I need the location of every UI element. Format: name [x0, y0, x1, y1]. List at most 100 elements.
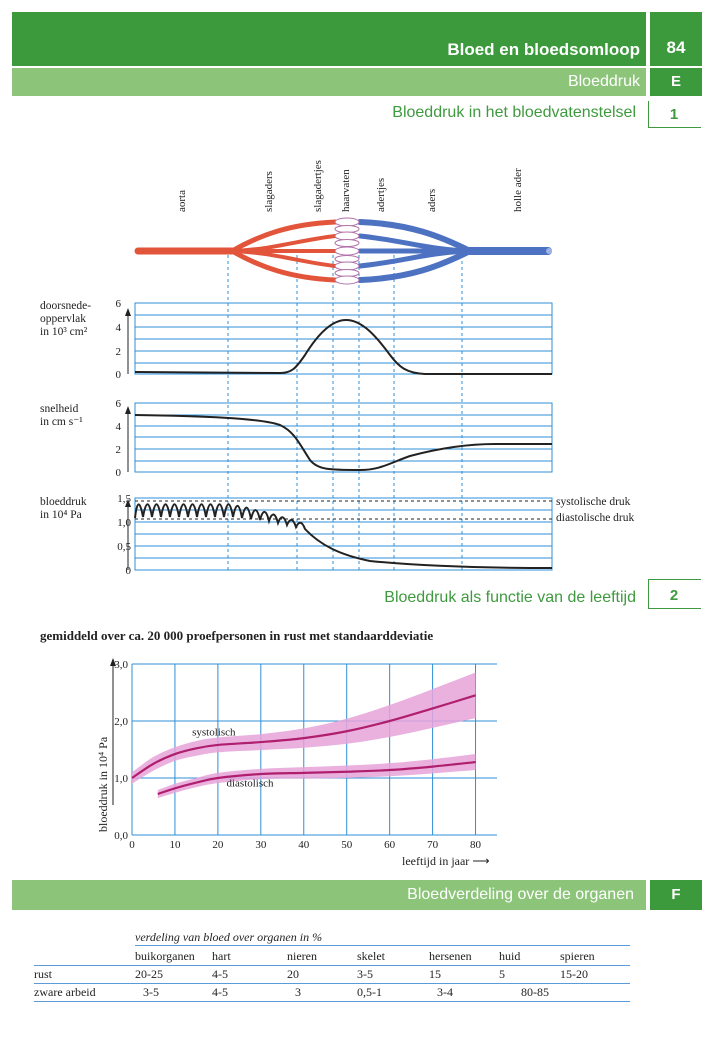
table-col-huid: huid	[499, 949, 521, 963]
table-cell: zware arbeid	[34, 985, 96, 999]
figure1-number-box	[648, 101, 701, 128]
table-cell: 4-5	[212, 967, 228, 981]
series-label-diastolisch: diastolisch	[226, 778, 274, 790]
section-f-band: Bloedverdeling over de organen	[12, 880, 646, 910]
panel3-label: bloeddruk in 10⁴ Pa	[40, 496, 87, 522]
std-band-systolisch	[132, 672, 476, 784]
venous-vessels	[357, 219, 552, 283]
y-tick-label: 1,0	[114, 773, 128, 785]
table-cell: 20	[287, 967, 299, 981]
table-col-buikorganen: buikorganen	[135, 949, 195, 963]
table-col-nieren: nieren	[287, 949, 317, 963]
vessel-diagram: 6 4 2 0 6 4 2 0 1,5 1,0 0,5 0	[116, 217, 553, 577]
table-row: rust 20-25 4-5 20 3-5 15 5 15-20	[34, 965, 630, 984]
table-cell: 15	[429, 967, 441, 981]
age-chart-xlabel: leeftijd in jaar ⟶	[402, 854, 490, 868]
table-caption: verdeling van bloed over organen in %	[135, 930, 323, 944]
dashed-markers	[227, 255, 463, 570]
age-pressure-chart: 0 10 20 30 40 50 60 70 80 0,0 1,0 2,0 3,0 systolisch d…	[110, 658, 497, 851]
figure2-title: Bloeddruk als functie van de leeftijd	[384, 589, 636, 606]
panel-cross-section	[125, 302, 553, 375]
p2-tick-6: 6	[116, 398, 122, 410]
chapter-band: Bloed en bloedsomloop	[12, 12, 646, 66]
x-tick-label: 60	[384, 839, 396, 851]
annotation-diastolic: diastolische druk	[556, 512, 635, 524]
table-cell: rust	[34, 967, 52, 981]
section-f-letter: F	[650, 880, 702, 910]
series-line-diastolisch	[157, 760, 476, 796]
x-tick-label: 80	[470, 839, 482, 851]
table-col-blank	[34, 948, 135, 966]
table-cell: 15-20	[560, 967, 588, 981]
p3-tick-05: 0,5	[117, 541, 131, 553]
section-band: Bloeddruk	[12, 68, 646, 96]
y-tick-label: 0,0	[114, 830, 128, 842]
table-cell: 3-4	[437, 985, 453, 999]
y-tick-label: 2,0	[114, 716, 128, 728]
section-title: Bloeddruk	[567, 73, 640, 90]
arterial-vessels	[134, 219, 338, 283]
table-cell: 4-5	[212, 985, 228, 999]
p3-tick-10: 1,0	[117, 517, 131, 529]
y-tick-label: 3,0	[114, 659, 128, 671]
table-col-spieren: spieren	[560, 949, 595, 963]
table-col-hersenen: hersenen	[429, 949, 472, 963]
p1-tick-4: 4	[116, 322, 122, 334]
panel3-label-line1: bloeddruk	[40, 496, 87, 508]
panel-velocity	[125, 402, 553, 473]
panel3-label-line2: in 10⁴ Pa	[40, 509, 82, 521]
panel2-label-line1: snelheid	[40, 403, 79, 415]
table-header-row: buikorganen hart nieren skelet hersenen …	[34, 948, 630, 966]
p1-tick-2: 2	[116, 346, 122, 358]
x-tick-label: 70	[427, 839, 439, 851]
x-tick-label: 10	[169, 839, 181, 851]
panel1-label-line1: doorsnede-	[40, 300, 92, 312]
p1-tick-6: 6	[116, 298, 122, 310]
table-caption-rule	[135, 945, 630, 946]
figure1-number: 1	[669, 106, 679, 123]
figure1-title: Bloeddruk in het bloedvatenstelsel	[392, 104, 636, 121]
figure2-subtitle: gemiddeld over ca. 20 000 proefpersonen …	[40, 628, 434, 643]
x-tick-label: 0	[129, 839, 135, 851]
x-tick-label: 20	[212, 839, 224, 851]
table-cell: 3-5	[143, 985, 159, 999]
table-cell: 3	[295, 985, 301, 999]
table-row: zware arbeid 3-5 4-5 3 0,5-1 3-4 80-85	[34, 983, 630, 1002]
p2-tick-2: 2	[116, 444, 122, 456]
table-col-skelet: skelet	[357, 949, 385, 963]
panel1-label-line3: in 10³ cm²	[40, 326, 88, 338]
p3-tick-15: 1,5	[117, 493, 131, 505]
table-cell: 0,5-1	[357, 985, 382, 999]
age-chart-xlabel-text: leeftijd in jaar	[402, 854, 470, 868]
table-cell: 3-5	[357, 967, 373, 981]
capillaries	[334, 217, 360, 285]
panel-pressure	[125, 497, 553, 571]
panel2-label: snelheid in cm s⁻¹	[40, 403, 83, 429]
p3-tick-0: 0	[126, 565, 132, 577]
p2-tick-0: 0	[116, 467, 122, 479]
panel1-label-line2: oppervlak	[40, 313, 86, 325]
y-axis-arrowhead	[110, 658, 116, 666]
table-cell: 5	[499, 967, 505, 981]
p2-tick-4: 4	[116, 421, 122, 433]
age-chart-ylabel: bloeddruk in 10⁴ Pa	[96, 736, 110, 832]
panel2-label-line2: in cm s⁻¹	[40, 416, 83, 428]
organ-table: buikorganen hart nieren skelet hersenen …	[34, 948, 630, 1002]
x-tick-label: 30	[255, 839, 267, 851]
table-cell: 20-25	[135, 967, 163, 981]
figure2-number-box	[648, 579, 701, 609]
page-number: 84	[650, 12, 702, 66]
p1-tick-0: 0	[116, 369, 122, 381]
x-tick-label: 40	[298, 839, 310, 851]
figure2-number: 2	[669, 587, 679, 604]
section-f-title: Bloedverdeling over de organen	[407, 886, 634, 903]
section-letter: E	[650, 68, 702, 96]
chapter-title: Bloed en bloedsomloop	[447, 40, 640, 59]
panel1-label: doorsnede- oppervlak in 10³ cm²	[40, 300, 91, 339]
series-label-systolisch: systolisch	[192, 726, 236, 738]
std-band-diastolisch	[157, 754, 476, 798]
x-tick-label: 50	[341, 839, 353, 851]
annotation-systolic: systolische druk	[556, 496, 631, 508]
table-cell: 80-85	[521, 985, 549, 999]
series-line-systolisch	[131, 694, 476, 779]
